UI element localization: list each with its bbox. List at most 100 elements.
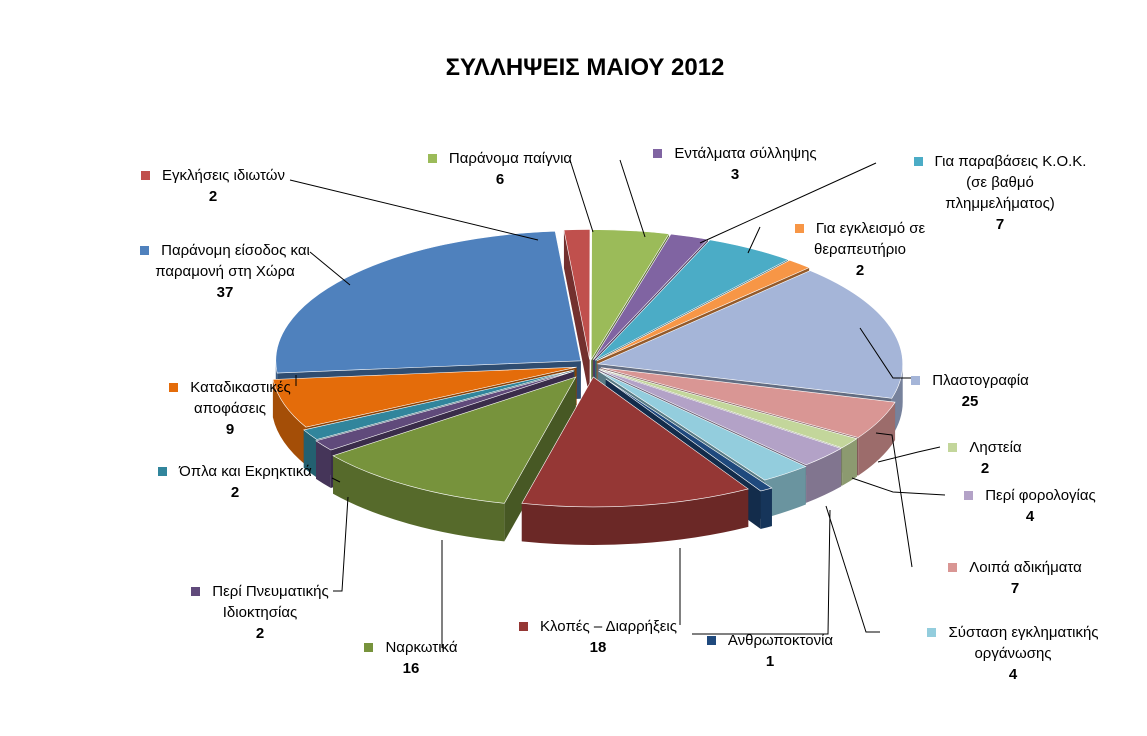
- data-label: Όπλα και Εκρηκτικά 2: [110, 461, 360, 503]
- data-label: Εντάλματα σύλληψης 3: [610, 143, 860, 185]
- slice-top: [605, 378, 773, 492]
- slice-top: [594, 239, 789, 361]
- legend-swatch: [706, 636, 716, 645]
- leader-line: [289, 179, 539, 241]
- leader-line: [851, 477, 946, 496]
- label-value: 1: [765, 653, 775, 670]
- data-label: Καταδικαστικές αποφάσεις 9: [100, 377, 360, 440]
- label-value: 2: [208, 188, 218, 205]
- label-value: 9: [225, 421, 235, 438]
- leader-line: [309, 251, 351, 286]
- legend-swatch: [927, 628, 937, 637]
- leader-line: [877, 446, 941, 463]
- legend-swatch: [913, 157, 923, 166]
- data-label: Ναρκωτικά 16: [316, 637, 506, 679]
- label-name: Περί φορολογίας: [985, 487, 1096, 504]
- label-value: 4: [1025, 508, 1035, 525]
- label-name: Ιδιοκτησίας: [222, 604, 298, 621]
- legend-swatch: [653, 149, 663, 158]
- slice-top: [563, 229, 591, 360]
- label-value: 2: [255, 625, 265, 642]
- label-value: 2: [230, 484, 240, 501]
- legend-swatch: [948, 443, 958, 452]
- label-value: 4: [1008, 666, 1018, 683]
- leader-line: [692, 509, 831, 635]
- legend-swatch: [948, 563, 958, 572]
- label-name: Παράνομα παίγνια: [448, 150, 573, 167]
- label-value: 7: [995, 216, 1005, 233]
- label-name: θεραπευτήριο: [814, 241, 906, 258]
- legend-swatch: [364, 643, 374, 652]
- slice-top: [315, 370, 574, 451]
- label-value: 3: [730, 166, 740, 183]
- label-name: (σε βαθμό: [966, 174, 1034, 191]
- leader-line: [333, 496, 349, 592]
- data-label: Περί Πνευματικής Ιδιοκτησίας 2: [140, 581, 380, 644]
- label-name: Όπλα και Εκρηκτικά: [179, 463, 312, 480]
- chart-title: ΣΥΛΛΗΨΕΙΣ ΜΑΙΟΥ 2012: [445, 54, 725, 81]
- label-name: Λοιπά αδικήματα: [969, 559, 1082, 576]
- legend-swatch: [427, 154, 437, 163]
- slice-top: [598, 370, 807, 481]
- leader-line: [747, 226, 761, 254]
- label-name: Εντάλματα σύλληψης: [674, 145, 817, 162]
- data-label: Για εγκλεισμό σε θεραπευτήριο 2: [745, 218, 975, 281]
- label-name: Καταδικαστικές: [190, 379, 291, 396]
- label-name: Παράνομη είσοδος και: [161, 242, 310, 259]
- label-name: Ναρκωτικά: [385, 639, 458, 656]
- slice-top: [600, 367, 896, 438]
- label-name: Για παραβάσεις Κ.Ο.Κ.: [934, 153, 1087, 170]
- data-label: Παράνομη είσοδος και παραμονή στη Χώρα 37: [85, 240, 365, 303]
- label-name: Ανθρωποκτονία: [727, 632, 834, 649]
- label-name: Ληστεία: [969, 439, 1022, 456]
- leader-line: [331, 477, 341, 483]
- legend-swatch: [794, 224, 804, 233]
- data-label: Κλοπές – Διαρρήξεις 18: [468, 616, 728, 658]
- data-label: Σύσταση εγκληματικής οργάνωσης 4: [878, 622, 1147, 685]
- label-value: 2: [980, 460, 990, 477]
- label-name: Σύσταση εγκληματικής: [948, 624, 1099, 641]
- slice-top: [596, 259, 810, 362]
- slice-top: [303, 369, 575, 440]
- data-label: Ληστεία 2: [920, 437, 1050, 479]
- pie-tops: [272, 229, 904, 508]
- legend-swatch: [519, 622, 529, 631]
- label-value: 6: [495, 171, 505, 188]
- slice-top: [275, 230, 582, 374]
- slice-top: [598, 369, 842, 466]
- label-name: Για εγκλεισμό σε: [815, 220, 926, 237]
- leader-line: [859, 327, 915, 379]
- legend-swatch: [911, 376, 921, 385]
- label-name: Πλαστογραφία: [932, 372, 1029, 389]
- slice-top: [521, 376, 749, 508]
- label-name: πλημμελήματος): [945, 195, 1055, 212]
- data-label: Ανθρωποκτονία 1: [650, 630, 890, 672]
- legend-swatch: [964, 491, 974, 500]
- slice-top: [596, 270, 904, 399]
- label-value: 7: [1010, 580, 1020, 597]
- leader-line: [825, 505, 880, 633]
- label-value: 25: [961, 393, 979, 410]
- label-value: 2: [855, 262, 865, 279]
- label-name: παραμονή στη Χώρα: [155, 263, 295, 280]
- leader-line: [569, 159, 594, 233]
- label-value: 16: [402, 660, 420, 677]
- data-label: Πλαστογραφία 25: [895, 370, 1045, 412]
- data-label: Εγκλήσεις ιδιωτών 2: [108, 165, 318, 207]
- legend-swatch: [141, 171, 151, 180]
- slice-top: [599, 368, 858, 449]
- label-name: οργάνωσης: [974, 645, 1052, 662]
- label-value: 18: [589, 639, 607, 656]
- data-label: Για παραβάσεις Κ.Ο.Κ. (σε βαθμό πλημμελήμα…: [880, 151, 1120, 235]
- slice-top: [332, 376, 577, 504]
- label-name: Περί Πνευματικής: [212, 583, 329, 600]
- leader-line: [875, 432, 913, 568]
- data-label: Περί φορολογίας 4: [920, 485, 1140, 527]
- data-label: Παράνομα παίγνια 6: [380, 148, 620, 190]
- slice-top: [272, 366, 577, 428]
- legend-swatch: [140, 246, 150, 255]
- label-name: Κλοπές – Διαρρήξεις: [540, 618, 677, 635]
- label-name: αποφάσεις: [193, 400, 267, 417]
- legend-swatch: [169, 383, 179, 392]
